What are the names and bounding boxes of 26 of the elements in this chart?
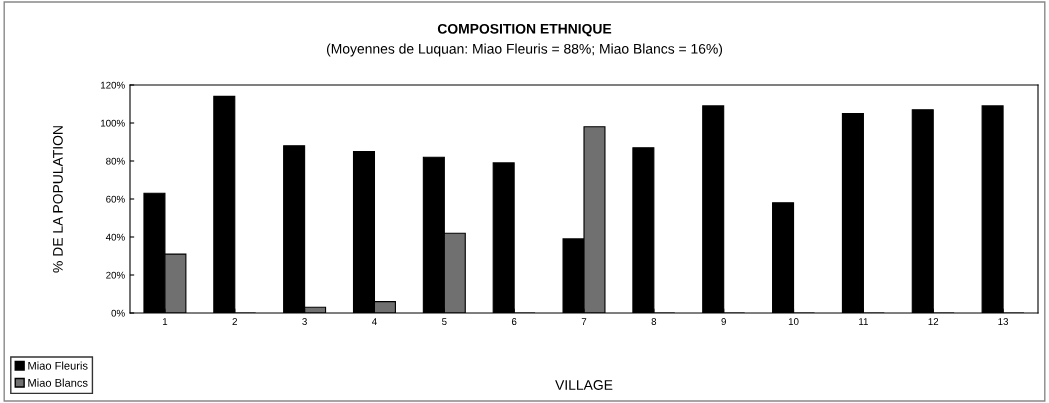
x-tick-label: 11: [859, 318, 868, 325]
legend-label: Miao Blancs: [28, 378, 88, 387]
x-tick-label: 8: [651, 318, 657, 325]
x-tick-label: 9: [721, 318, 726, 325]
chart-title: COMPOSITION ETHNIQUE: [437, 23, 612, 37]
x-tick-label: 12: [928, 318, 939, 325]
x-tick-label: 3: [302, 318, 307, 325]
y-tick-label: 0%: [111, 309, 125, 317]
x-axis-title: VILLAGE: [555, 380, 613, 390]
y-tick-label: 80%: [106, 157, 125, 165]
x-tick-label: 13: [998, 318, 1009, 325]
x-tick-label: 7: [581, 318, 587, 325]
x-tick-label: 1: [162, 318, 168, 325]
chart-subtitle: (Moyennes de Luquan: Miao Fleuris = 88%; Miao Blancs = 16%): [326, 43, 723, 57]
y-axis-title: % DE LA POPULATION: [52, 126, 63, 273]
y-tick-label: 120%: [101, 81, 125, 89]
x-tick-label: 2: [232, 318, 237, 325]
legend-label: Miao Fleuris: [28, 361, 88, 370]
y-tick-label: 40%: [105, 233, 125, 241]
x-tick-label: 5: [441, 318, 447, 325]
y-tick-label: 20%: [106, 271, 125, 279]
y-tick-label: 60%: [106, 195, 125, 203]
x-tick-label: 4: [371, 318, 377, 325]
x-tick-label: 10: [788, 318, 799, 325]
y-tick-label: 100%: [101, 119, 125, 127]
x-tick-label: 6: [511, 318, 517, 325]
